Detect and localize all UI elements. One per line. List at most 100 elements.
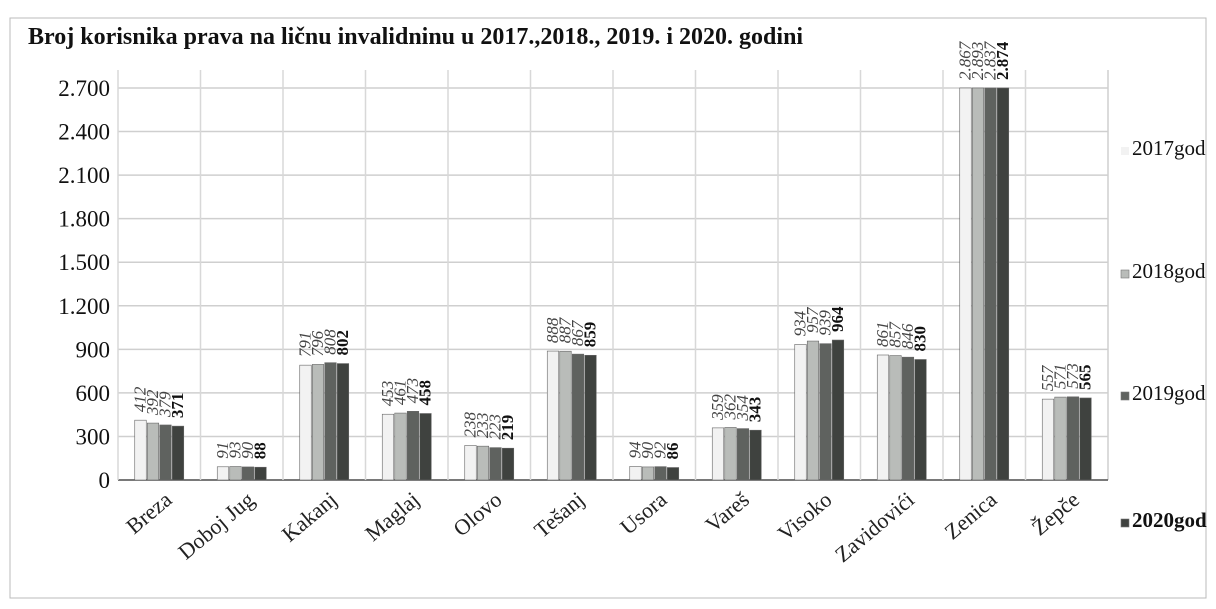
bar	[464, 445, 477, 481]
bar	[666, 467, 680, 481]
bar	[216, 466, 230, 481]
bar	[489, 447, 502, 481]
data-label: 92	[651, 441, 670, 459]
data-label: 223	[486, 414, 505, 440]
bar	[1066, 396, 1080, 481]
bar	[711, 427, 725, 481]
data-label: 830	[911, 326, 930, 352]
data-labels: 4123923793719193908879179680880245346147…	[131, 40, 1095, 459]
legend-label: 2019god	[1132, 381, 1206, 405]
bar	[381, 413, 395, 481]
data-label: 86	[663, 443, 682, 460]
bar	[476, 445, 490, 481]
data-label: 571	[1051, 364, 1070, 390]
data-label: 565	[1076, 364, 1095, 390]
bar	[241, 466, 255, 481]
data-label: 359	[708, 394, 727, 421]
data-label: 2.837	[981, 40, 1000, 80]
y-tick-label: 0	[99, 468, 111, 493]
data-label: 859	[581, 322, 600, 348]
y-tick-label: 900	[76, 337, 111, 362]
data-label: 888	[543, 317, 562, 343]
bar	[134, 419, 147, 481]
bar	[914, 359, 927, 481]
bar	[984, 87, 997, 481]
data-label: 808	[321, 329, 340, 355]
bar	[831, 339, 845, 481]
data-label: 557	[1038, 364, 1057, 391]
data-label: 343	[746, 397, 765, 423]
y-tick-label: 1.200	[58, 294, 110, 319]
bar	[724, 427, 737, 481]
chart-title: Broj korisnika prava na ličnu invalidnin…	[28, 24, 803, 50]
data-label: 939	[816, 310, 835, 336]
bar	[584, 354, 597, 481]
bar	[406, 411, 420, 481]
bar	[559, 350, 572, 481]
bar	[159, 424, 172, 481]
grid	[117, 70, 1109, 481]
data-label: 2.867	[956, 40, 975, 80]
y-tick-label: 2.100	[58, 163, 110, 188]
data-label: 857	[886, 321, 905, 348]
bars	[134, 87, 1092, 481]
bar	[629, 466, 642, 481]
data-label: 846	[898, 323, 917, 349]
bar	[394, 412, 407, 481]
bar	[971, 87, 985, 481]
data-label: 371	[168, 393, 187, 419]
legend-label: 2020god	[1132, 508, 1207, 532]
data-label: 2.893	[968, 42, 987, 80]
data-label: 461	[391, 380, 410, 406]
bar	[171, 425, 185, 481]
data-label: 2.874	[993, 41, 1012, 80]
legend-swatch	[1120, 391, 1130, 401]
legend-label: 2018god	[1132, 259, 1206, 283]
legend-swatch	[1120, 518, 1130, 528]
data-label: 791	[296, 332, 315, 358]
bar	[641, 466, 655, 481]
bar	[419, 413, 432, 481]
data-label: 238	[461, 411, 480, 437]
data-label: 861	[873, 321, 892, 347]
data-label: 91	[213, 442, 232, 459]
bar	[501, 447, 515, 481]
y-tick-label: 1.500	[58, 250, 110, 275]
data-label: 934	[791, 310, 810, 336]
data-label: 392	[143, 389, 162, 416]
data-label: 473	[403, 378, 422, 404]
data-label: 93	[226, 441, 245, 458]
data-label: 219	[498, 415, 517, 441]
data-label: 90	[238, 441, 257, 459]
bar	[996, 87, 1010, 481]
bar	[806, 340, 820, 481]
y-tick-label: 600	[76, 381, 111, 406]
bar	[654, 466, 667, 481]
bar	[889, 355, 902, 481]
bar	[324, 362, 337, 481]
bar	[794, 344, 807, 481]
data-label: 458	[416, 380, 435, 406]
bar	[959, 87, 972, 481]
bar	[336, 363, 350, 481]
legend-swatch	[1121, 147, 1129, 155]
data-label: 573	[1063, 363, 1082, 389]
data-label: 354	[733, 395, 752, 422]
data-label: 233	[473, 413, 492, 439]
data-label: 887	[556, 316, 575, 343]
data-label: 867	[568, 319, 587, 346]
data-label: 90	[638, 441, 657, 459]
data-label: 796	[308, 330, 327, 356]
bar	[901, 356, 915, 481]
legend: 2017god 2018god 2019god 2020god	[1120, 136, 1207, 532]
bar	[1054, 396, 1067, 481]
legend-swatch	[1120, 269, 1130, 279]
data-label: 453	[378, 381, 397, 407]
data-label: 964	[828, 306, 847, 332]
y-tick-label: 2.700	[58, 76, 110, 101]
data-label: 802	[333, 330, 352, 356]
y-axis-ticks: 0 300 600 900 1.200 1.500 1.800 2.100 2.400 2.700	[58, 76, 110, 493]
legend-label: 2017god	[1132, 136, 1206, 160]
bar	[146, 422, 160, 481]
data-label: 362	[721, 393, 740, 420]
